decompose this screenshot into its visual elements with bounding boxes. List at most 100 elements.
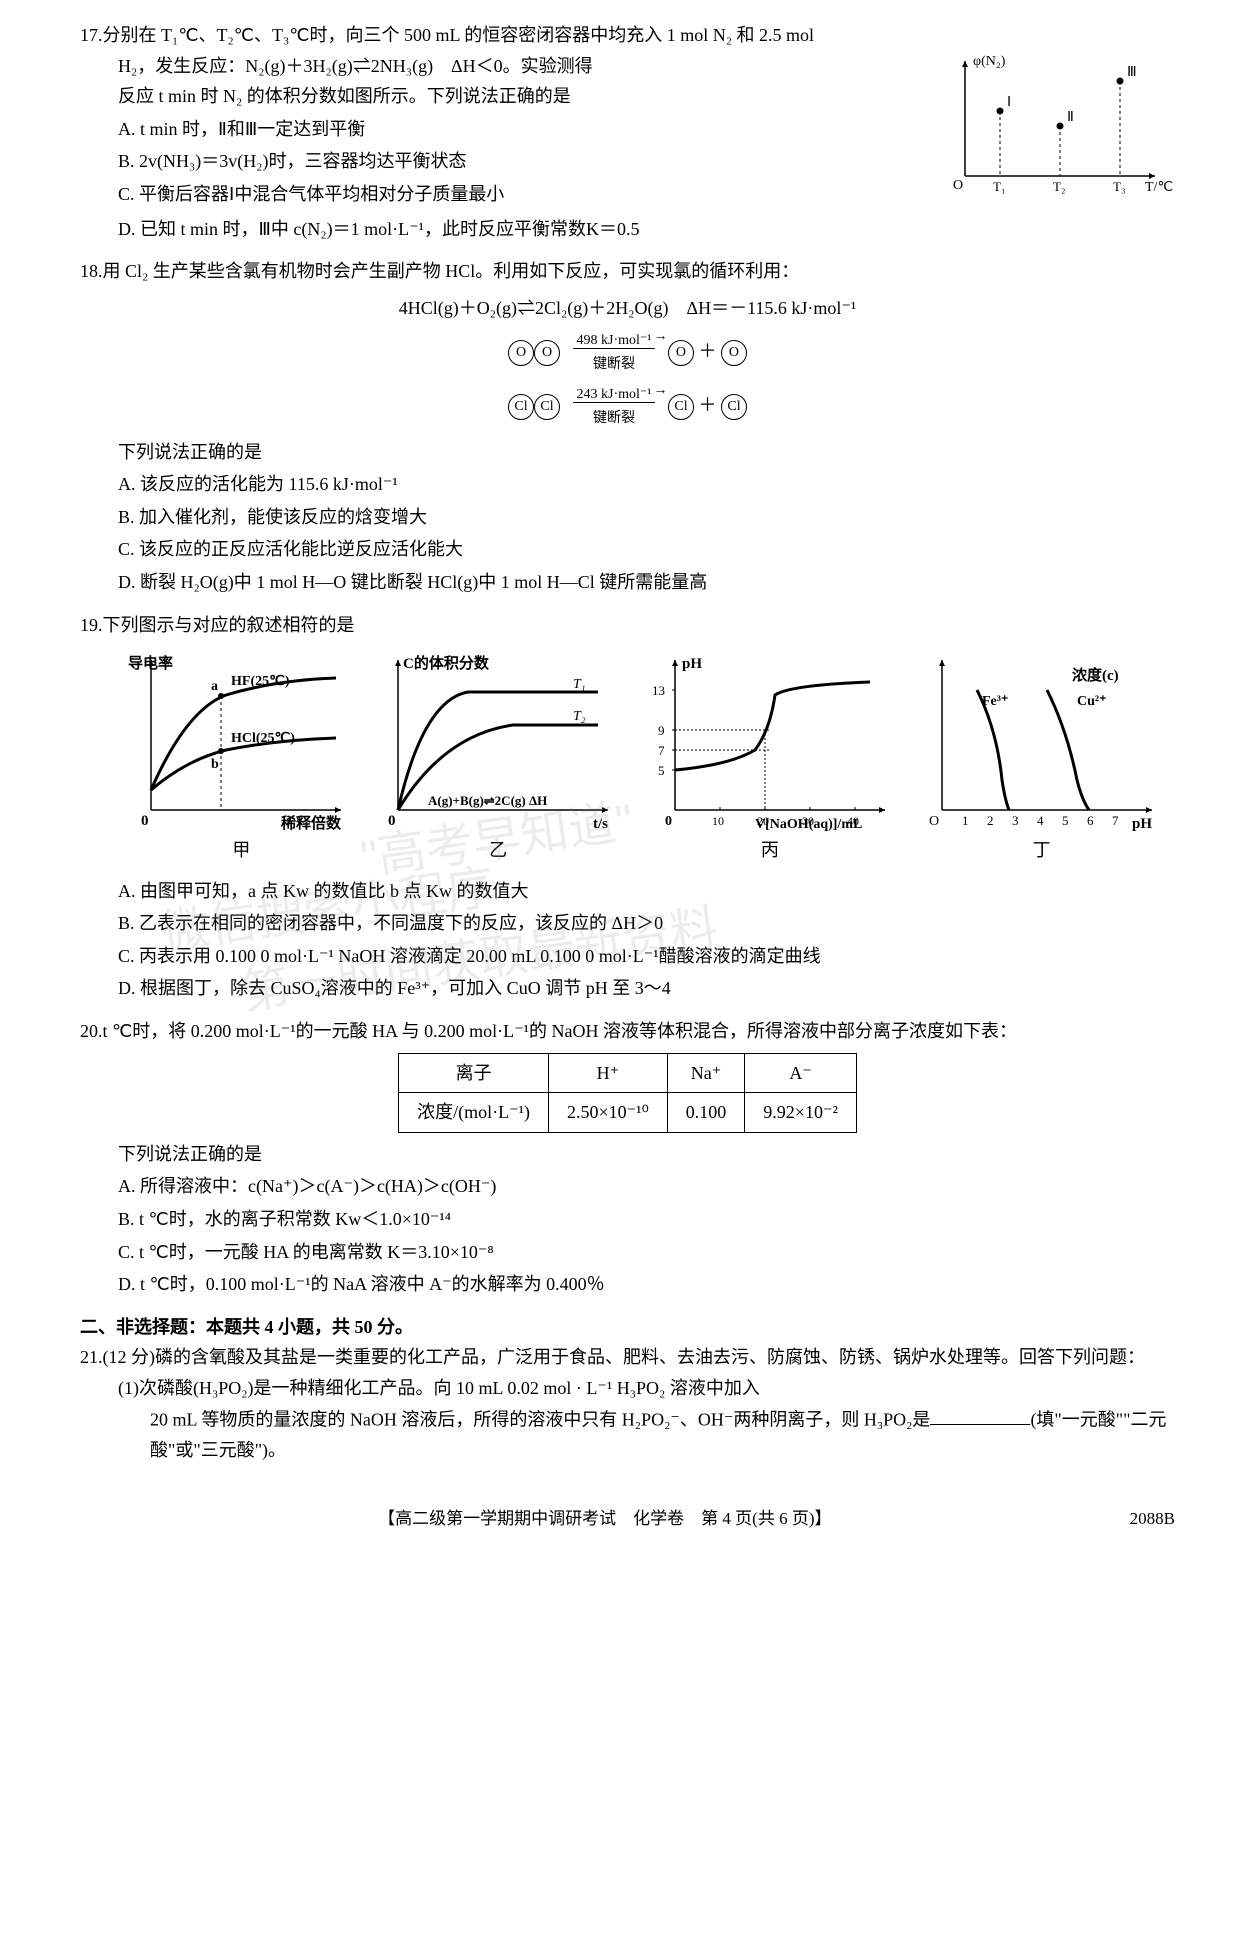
page-footer: 【高二级第一学期期中调研考试 化学卷 第 4 页(共 6 页)】 2088B — [80, 1505, 1175, 1534]
q20-line1: t ℃时，将 0.200 mol·L⁻¹的一元酸 HA 与 0.200 mol·… — [103, 1016, 1176, 1047]
svg-text:浓度(c): 浓度(c) — [1072, 666, 1119, 684]
svg-text:1: 1 — [962, 813, 969, 828]
q18-option-d: D. 断裂 H₂O(g)中 1 mol H—O 键比断裂 HCl(g)中 1 m… — [118, 567, 1175, 598]
svg-text:T₁: T₁ — [573, 677, 586, 692]
q20-prompt: 下列说法正确的是 — [80, 1139, 1175, 1170]
th-ion: 离子 — [399, 1053, 549, 1093]
svg-text:导电率: 导电率 — [128, 654, 173, 672]
q19-number: 19. — [80, 610, 103, 641]
svg-text:HF(25℃): HF(25℃) — [231, 674, 290, 689]
th-na: Na⁺ — [667, 1053, 745, 1093]
q20-option-b: B. t ℃时，水的离子积常数 Kw＜1.0×10⁻¹⁴ — [118, 1204, 1175, 1235]
q17-line3: 反应 t min 时 N₂ 的体积分数如图所示。下列说法正确的是 — [118, 81, 945, 112]
q19-option-c: C. 丙表示用 0.100 0 mol·L⁻¹ NaOH 溶液滴定 20.00 … — [118, 941, 1175, 972]
svg-text:Cu²⁺: Cu²⁺ — [1077, 694, 1106, 709]
svg-text:Fe³⁺: Fe³⁺ — [982, 694, 1008, 709]
svg-text:4: 4 — [1037, 813, 1044, 828]
question-17: 17. 分别在 T₁℃、T₂℃、T₃℃时，向三个 500 mL 的恒容密闭容器中… — [80, 20, 1175, 244]
svg-text:pH: pH — [1132, 816, 1152, 832]
th-a: A⁻ — [745, 1053, 857, 1093]
svg-text:3: 3 — [1012, 813, 1019, 828]
svg-text:C的体积分数: C的体积分数 — [403, 654, 490, 672]
th-h: H⁺ — [549, 1053, 668, 1093]
chart-bing-label: 丙 — [640, 835, 900, 866]
q20-option-a: A. 所得溶液中：c(Na⁺)＞c(A⁻)＞c(HA)＞c(OH⁻) — [118, 1171, 1175, 1202]
svg-text:6: 6 — [1087, 813, 1094, 828]
chart-jia: 导电率 稀释倍数 0 a b HF(25℃) HCl(25℃) 甲 — [126, 650, 356, 866]
q20-option-c: C. t ℃时，一元酸 HA 的电离常数 K＝3.10×10⁻⁸ — [118, 1237, 1175, 1268]
svg-text:稀释倍数: 稀释倍数 — [281, 814, 342, 832]
svg-text:30: 30 — [802, 814, 814, 828]
q21-part1-b: 20 mL 等物质的量浓度的 NaOH 溶液后，所得的溶液中只有 H₂PO₂⁻、… — [150, 1409, 930, 1429]
q21-text: 磷的含氧酸及其盐是一类重要的化工产品，广泛用于食品、肥料、去油去污、防腐蚀、防锈… — [155, 1347, 1145, 1367]
svg-text:O: O — [929, 814, 939, 829]
svg-text:Ⅱ: Ⅱ — [1067, 110, 1074, 125]
svg-text:pH: pH — [682, 656, 702, 672]
question-21: 21. (12 分)磷的含氧酸及其盐是一类重要的化工产品，广泛用于食品、肥料、去… — [80, 1342, 1175, 1465]
question-20: 20. t ℃时，将 0.200 mol·L⁻¹的一元酸 HA 与 0.200 … — [80, 1016, 1175, 1300]
footer-text: 【高二级第一学期期中调研考试 化学卷 第 4 页(共 6 页)】 — [378, 1509, 831, 1528]
q21-part1-a: 次磷酸(H₃PO₂)是一种精细化工产品。向 10 mL 0.02 mol · L… — [139, 1378, 760, 1398]
footer-code: 2088B — [1130, 1505, 1175, 1534]
q17-ylabel: φ(N₂) — [973, 54, 1006, 69]
q20-number: 20. — [80, 1016, 103, 1047]
q19-option-d: D. 根据图丁，除去 CuSO₄溶液中的 Fe³⁺，可加入 CuO 调节 pH … — [118, 973, 1175, 1004]
td-v3: 9.92×10⁻² — [745, 1093, 857, 1133]
svg-text:Ⅰ: Ⅰ — [1007, 95, 1011, 110]
q19-option-a: A. 由图甲可知，a 点 Kw 的数值比 b 点 Kw 的数值大 — [118, 876, 1175, 907]
q18-prompt: 下列说法正确的是 — [80, 437, 1175, 468]
chart-ding: 浓度(c) pH O 1234567 Fe³⁺ Cu²⁺ 丁 — [917, 650, 1167, 866]
question-18: 18. 用 Cl₂ 生产某些含氯有机物时会产生副产物 HCl。利用如下反应，可实… — [80, 256, 1175, 597]
svg-text:10: 10 — [712, 814, 724, 828]
svg-text:7: 7 — [1112, 813, 1119, 828]
svg-text:T₂: T₂ — [1053, 179, 1065, 194]
svg-text:a: a — [211, 679, 218, 694]
section-2-header: 二、非选择题：本题共 4 小题，共 50 分。 — [80, 1312, 1175, 1343]
svg-text:T₁: T₁ — [993, 179, 1005, 194]
svg-text:20: 20 — [757, 814, 769, 828]
q17-chart: φ(N₂) T/℃ O ⅠT₁ ⅡT₂ ⅢT₃ — [945, 51, 1175, 212]
q18-option-c: C. 该反应的正反应活化能比逆反应活化能大 — [118, 534, 1175, 565]
bond-break-2: ClCl 243 kJ·mol⁻¹键断裂 Cl ＋ Cl — [80, 383, 1175, 431]
svg-text:0: 0 — [388, 813, 396, 829]
q18-line1: 用 Cl₂ 生产某些含氯有机物时会产生副产物 HCl。利用如下反应，可实现氯的循… — [103, 256, 1176, 287]
q21-part1-num: (1) — [118, 1378, 139, 1398]
q17-option-b: B. 2v(NH₃)＝3v(H₂)时，三容器均达平衡状态 — [118, 146, 945, 177]
svg-text:0: 0 — [141, 813, 149, 829]
td-v1: 2.50×10⁻¹⁰ — [549, 1093, 668, 1133]
q17-number: 17. — [80, 20, 103, 51]
q19-option-b: B. 乙表示在相同的密闭容器中，不同温度下的反应，该反应的 ΔH＞0 — [118, 908, 1175, 939]
svg-text:5: 5 — [658, 763, 665, 778]
svg-text:b: b — [211, 757, 219, 772]
q21-number: 21. — [80, 1342, 103, 1373]
svg-text:13: 13 — [652, 683, 665, 698]
q20-option-d: D. t ℃时，0.100 mol·L⁻¹的 NaA 溶液中 A⁻的水解率为 0… — [118, 1269, 1175, 1300]
question-19: 19. 下列图示与对应的叙述相符的是 导电率 稀释倍数 0 a b HF(25℃… — [80, 610, 1175, 1005]
svg-text:HCl(25℃): HCl(25℃) — [231, 731, 295, 746]
answer-blank[interactable] — [930, 1404, 1030, 1426]
svg-text:40: 40 — [847, 814, 859, 828]
q18-option-b: B. 加入催化剂，能使该反应的焓变增大 — [118, 502, 1175, 533]
q21-score: (12 分) — [103, 1347, 156, 1367]
svg-text:T₃: T₃ — [1113, 179, 1125, 194]
q20-table: 离子 H⁺ Na⁺ A⁻ 浓度/(mol·L⁻¹) 2.50×10⁻¹⁰ 0.1… — [398, 1053, 857, 1133]
chart-yi-label: 乙 — [373, 835, 623, 866]
svg-text:9: 9 — [658, 723, 665, 738]
svg-text:7: 7 — [658, 743, 665, 758]
svg-text:t/s: t/s — [593, 816, 608, 832]
svg-text:A(g)+B(g)⇌2C(g) ΔH: A(g)+B(g)⇌2C(g) ΔH — [428, 793, 547, 808]
svg-text:O: O — [953, 178, 963, 193]
q18-equation: 4HCl(g)＋O₂(g)⇌2Cl₂(g)＋2H₂O(g) ΔH＝－115.6 … — [80, 293, 1175, 324]
bond-break-1: OO 498 kJ·mol⁻¹键断裂 O ＋ O — [80, 329, 1175, 377]
q17-line1: 分别在 T₁℃、T₂℃、T₃℃时，向三个 500 mL 的恒容密闭容器中均充入 … — [103, 20, 1176, 51]
svg-text:Ⅲ: Ⅲ — [1127, 65, 1137, 80]
q17-line2: H₂，发生反应：N₂(g)＋3H₂(g)⇌2NH₃(g) ΔH＜0。实验测得 — [118, 51, 945, 82]
q17-option-c: C. 平衡后容器Ⅰ中混合气体平均相对分子质量最小 — [118, 179, 945, 210]
svg-text:T₂: T₂ — [573, 709, 586, 724]
td-label: 浓度/(mol·L⁻¹) — [399, 1093, 549, 1133]
svg-text:0: 0 — [665, 814, 672, 829]
chart-ding-label: 丁 — [917, 835, 1167, 866]
svg-text:2: 2 — [987, 813, 994, 828]
td-v2: 0.100 — [667, 1093, 745, 1133]
q17-option-d: D. 已知 t min 时，Ⅲ中 c(N₂)＝1 mol·L⁻¹，此时反应平衡常… — [80, 214, 1175, 245]
